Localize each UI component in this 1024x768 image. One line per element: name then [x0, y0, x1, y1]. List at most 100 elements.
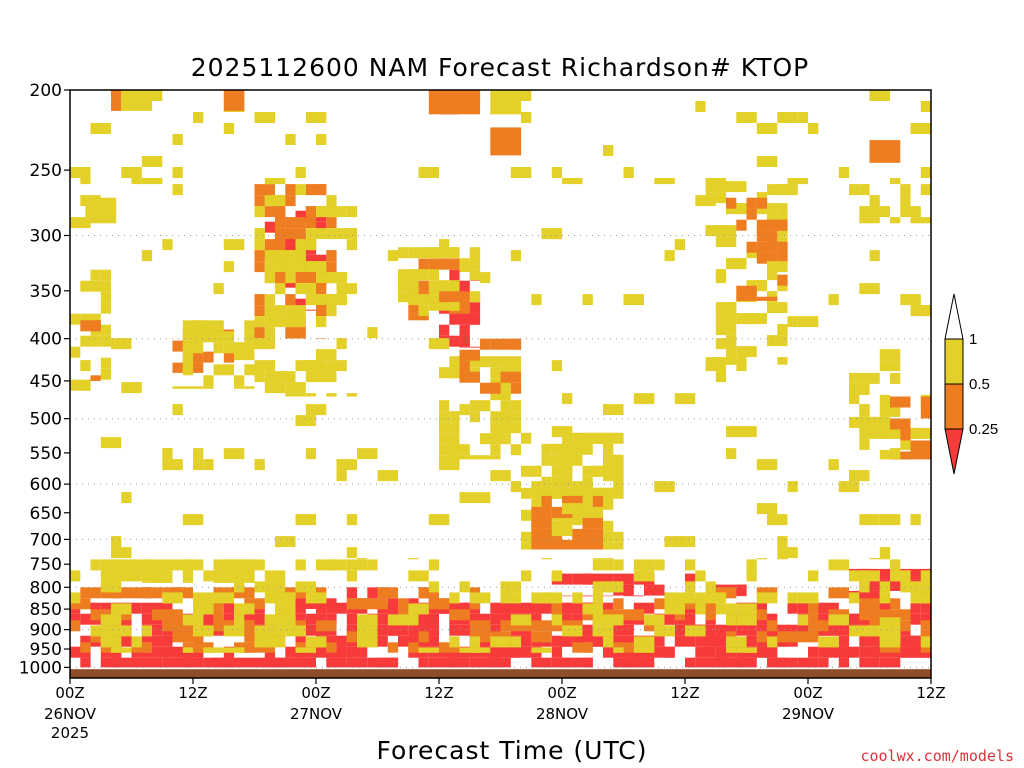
heatmap-cell-c05_1 [285, 272, 296, 284]
heatmap-cell-lt025 [152, 646, 173, 658]
heatmap-cell-c025_05 [787, 631, 798, 643]
heatmap-cell-c05_1 [920, 570, 932, 582]
heatmap-cell-c05_1 [316, 592, 327, 604]
heatmap-cell-c05_1 [900, 570, 911, 582]
heatmap-cell-c025_05 [285, 184, 296, 196]
heatmap-cell-lt025 [818, 657, 829, 668]
heatmap-cell-c05_1 [654, 481, 675, 493]
heatmap-cell-lt025 [695, 646, 716, 658]
heatmap-cell-c05_1 [408, 570, 429, 582]
heatmap-cell-c025_05 [900, 451, 911, 460]
heatmap-cell-c05_1 [469, 250, 481, 262]
heatmap-cell-lt025 [654, 635, 665, 647]
heatmap-cell-lt025 [920, 602, 932, 614]
heatmap-cell-lt025 [910, 568, 931, 580]
heatmap-cell-c05_1 [869, 558, 890, 560]
heatmap-cell-lt025 [582, 573, 603, 585]
heatmap-cell-c05_1 [244, 320, 255, 332]
heatmap-cell-c05_1 [111, 570, 122, 582]
heatmap-block-c05_1 [879, 617, 901, 638]
heatmap-cell-lt025 [459, 624, 480, 636]
heatmap-cell-lt025 [172, 646, 193, 658]
heatmap-cell-c025_05 [674, 609, 686, 621]
heatmap-cell-lt025 [193, 657, 204, 668]
heatmap-cell-c025_05 [808, 609, 819, 621]
heatmap-cell-c05_1 [244, 386, 255, 389]
heatmap-cell-lt025 [326, 657, 347, 668]
heatmap-cell-c05_1 [408, 280, 419, 292]
heatmap-cell-c05_1 [439, 411, 450, 423]
heatmap-cell-c05_1 [777, 536, 788, 548]
heatmap-cell-c05_1 [193, 603, 214, 615]
heatmap-cell-c05_1 [336, 459, 357, 471]
y-tick-label: 650 [30, 504, 62, 524]
heatmap-cell-lt025 [490, 624, 501, 636]
heatmap-cell-lt025 [859, 657, 870, 668]
heatmap-cell-c025_05 [551, 598, 563, 610]
heatmap-cell-c05_1 [111, 603, 132, 615]
heatmap-cell-c05_1 [264, 305, 286, 317]
heatmap-cell-c05_1 [705, 581, 716, 593]
heatmap-cell-c025_05 [172, 362, 193, 373]
heatmap-cell-c025_05 [193, 642, 214, 653]
heatmap-cell-c05_1 [295, 360, 316, 372]
heatmap-cell-c05_1 [787, 178, 808, 185]
heatmap-cell-c05_1 [613, 465, 624, 477]
heatmap-cell-c05_1 [746, 559, 757, 571]
heatmap-cell-c05_1 [254, 239, 265, 251]
heatmap-cell-c05_1 [234, 614, 245, 626]
heatmap-cell-lt025 [500, 657, 511, 668]
heatmap-cell-c05_1 [111, 536, 122, 548]
heatmap-cell-lt025 [633, 595, 645, 597]
heatmap-cell-c05_1 [162, 459, 183, 471]
heatmap-cell-c05_1 [582, 432, 603, 444]
heatmap-cell-c05_1 [469, 269, 481, 281]
heatmap-cell-c05_1 [162, 581, 173, 583]
heatmap-cell-c05_1 [439, 459, 460, 471]
heatmap-cell-c05_1 [469, 400, 481, 412]
heatmap-cell-c05_1 [531, 481, 552, 493]
heatmap-cell-lt025 [234, 657, 255, 668]
heatmap-cell-c025_05 [264, 239, 286, 251]
heatmap-cell-lt025 [428, 657, 440, 668]
heatmap-cell-lt025 [100, 602, 112, 614]
heatmap-cell-c05_1 [275, 536, 296, 548]
heatmap-cell-c05_1 [603, 636, 614, 648]
heatmap-cell-c05_1 [428, 559, 440, 571]
heatmap-cell-lt025 [449, 280, 470, 292]
heatmap-cell-lt025 [316, 646, 337, 658]
heatmap-cell-c05_1 [418, 167, 439, 178]
heatmap-cell-c025_05 [562, 495, 583, 507]
heatmap-cell-c05_1 [316, 272, 337, 284]
heatmap-cell-c05_1 [121, 492, 132, 504]
heatmap-cell-lt025 [562, 602, 583, 614]
heatmap-cell-c05_1 [900, 438, 911, 450]
heatmap-cell-c025_05 [172, 340, 193, 352]
heatmap-cell-c025_05 [736, 296, 747, 301]
heatmap-cell-c05_1 [592, 614, 604, 626]
y-tick-label: 400 [30, 330, 62, 350]
heatmap-cell-c025_05 [285, 294, 296, 306]
heatmap-cell-c05_1 [131, 636, 142, 648]
heatmap-cell-c05_1 [869, 250, 880, 262]
heatmap-cell-c05_1 [715, 603, 737, 615]
heatmap-cell-lt025 [449, 269, 460, 281]
y-axis: 200 250 300 350 400 450 500 550 600 650 700 750 8008… [19, 81, 70, 678]
heatmap-cell-c05_1 [275, 283, 286, 295]
heatmap-cell-c05_1 [449, 636, 460, 648]
heatmap-cell-c05_1 [408, 269, 429, 281]
heatmap-cell-c05_1 [439, 433, 460, 445]
heatmap-cell-lt025 [152, 602, 173, 614]
heatmap-cell-c025_05 [541, 506, 552, 518]
heatmap-cell-c025_05 [316, 338, 327, 339]
heatmap-cell-c05_1 [244, 331, 255, 343]
heatmap-cell-c05_1 [295, 382, 306, 394]
heatmap-cell-c025_05 [408, 313, 419, 321]
heatmap-cell-c05_1 [756, 123, 778, 134]
heatmap-cell-c05_1 [305, 239, 317, 251]
x-tick-label: 00Z [301, 684, 330, 702]
heatmap-cell-c05_1 [254, 206, 265, 218]
heatmap-cell-lt025 [531, 657, 552, 668]
heatmap-cell-c025_05 [480, 382, 501, 394]
heatmap-cell-c05_1 [490, 636, 511, 648]
